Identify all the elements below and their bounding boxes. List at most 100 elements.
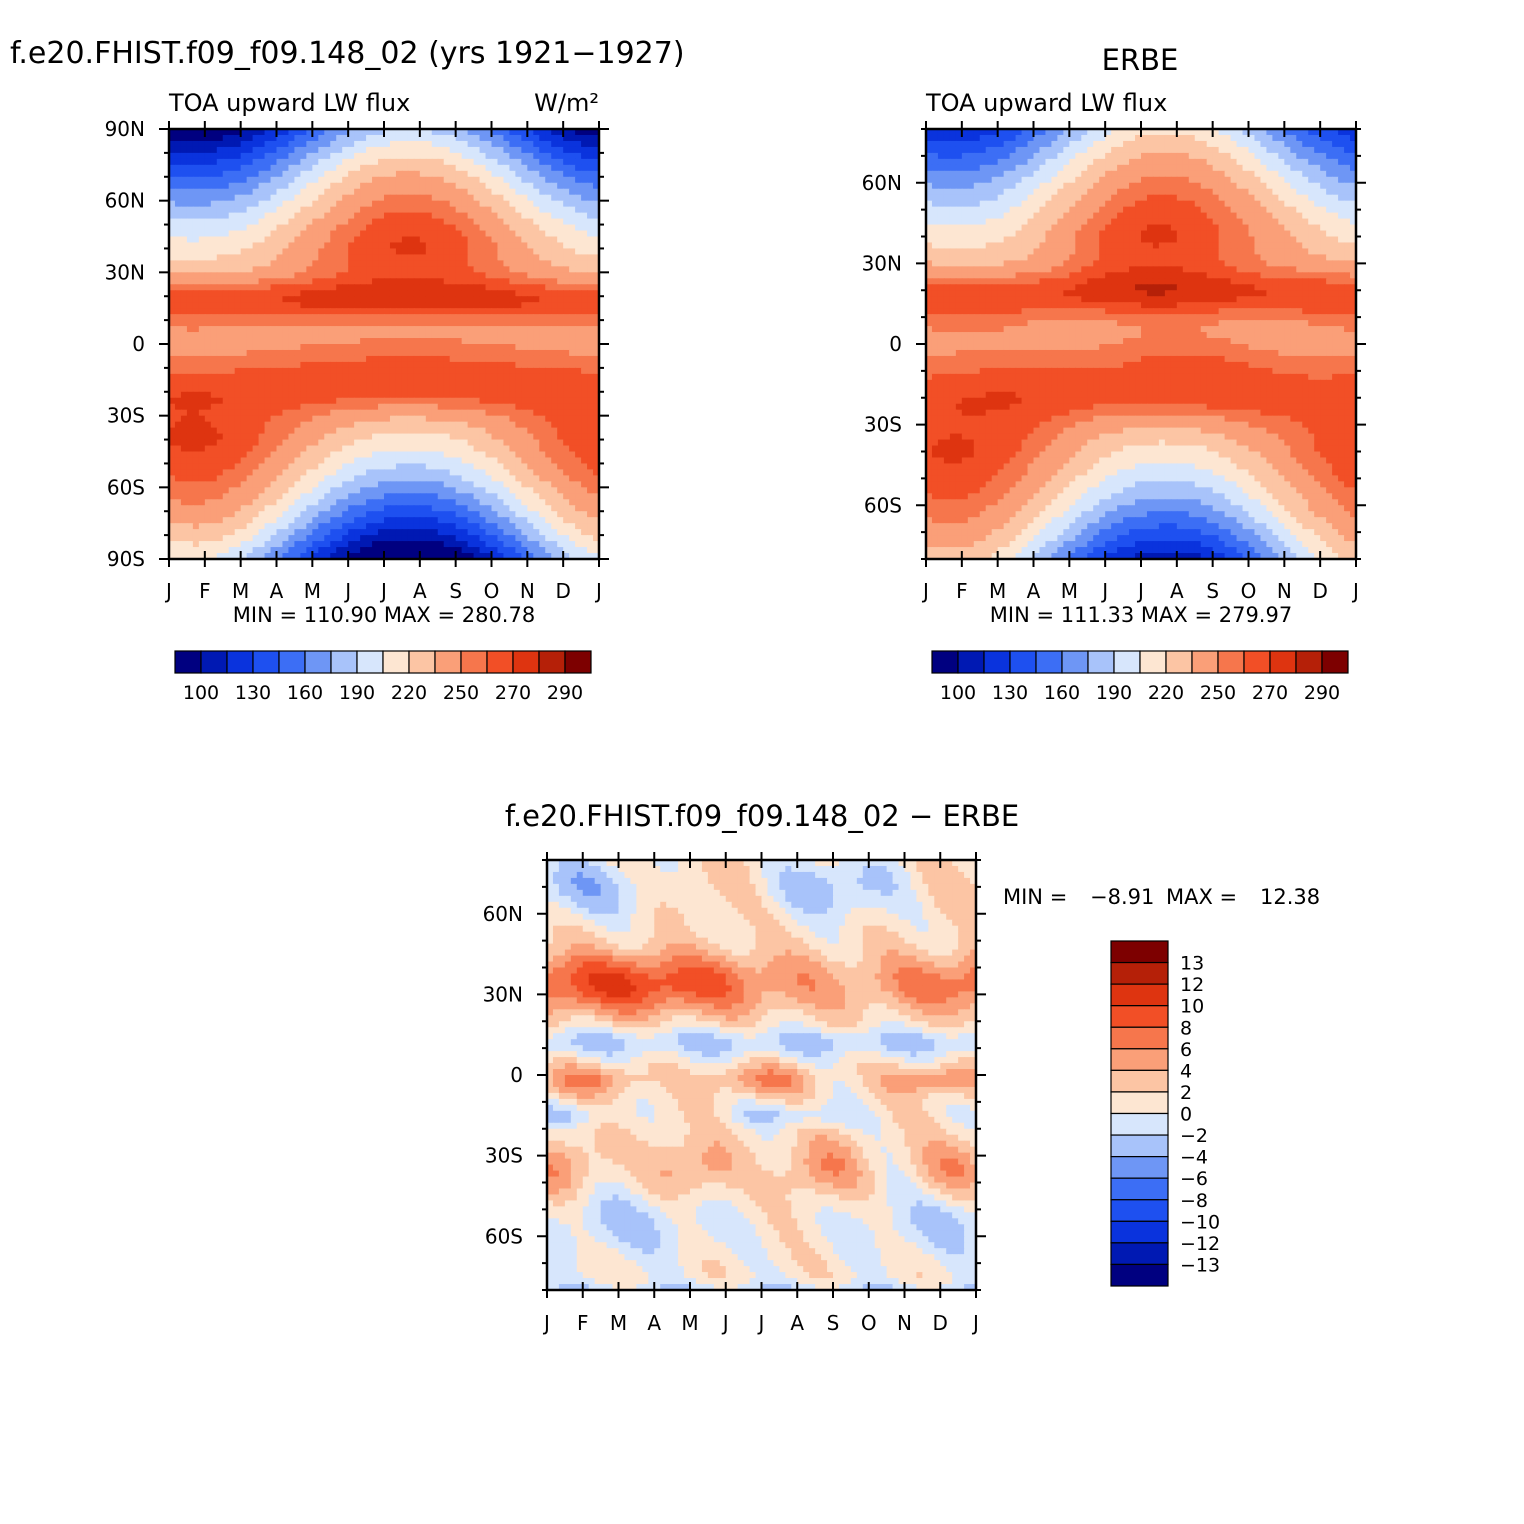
contour-cell bbox=[348, 242, 355, 250]
contour-cell bbox=[336, 433, 343, 441]
contour-cell bbox=[198, 290, 206, 297]
contour-cell bbox=[366, 481, 373, 488]
contour-cell bbox=[497, 439, 505, 447]
contour-cell bbox=[575, 469, 582, 476]
contour-cell bbox=[198, 457, 206, 465]
contour-cell bbox=[389, 296, 397, 303]
contour-cell bbox=[216, 284, 224, 291]
contour-cell bbox=[288, 367, 296, 375]
contour-cell bbox=[336, 158, 343, 166]
contour-cell bbox=[228, 385, 236, 393]
contour-cell bbox=[539, 129, 546, 136]
contour-cell bbox=[234, 326, 242, 333]
contour-cell bbox=[389, 439, 397, 447]
contour-cell bbox=[240, 284, 248, 291]
contour-cell bbox=[246, 469, 254, 476]
contour-cell bbox=[264, 152, 272, 160]
contour-cell bbox=[581, 302, 588, 309]
contour-cell bbox=[551, 355, 558, 363]
contour-cell bbox=[539, 200, 546, 208]
contour-cell bbox=[276, 469, 284, 476]
contour-cell bbox=[228, 367, 236, 375]
contour-cell bbox=[360, 397, 367, 405]
contour-cell bbox=[527, 200, 534, 208]
contour-cell bbox=[222, 218, 230, 226]
contour-cell bbox=[593, 493, 599, 500]
contour-cell bbox=[473, 487, 481, 494]
contour-cell bbox=[581, 451, 588, 459]
contour-cell bbox=[491, 248, 499, 256]
contour-cell bbox=[264, 134, 272, 142]
contour-cell bbox=[443, 218, 451, 226]
contour-cell bbox=[401, 284, 409, 291]
contour-cell bbox=[593, 134, 599, 142]
contour-cell bbox=[384, 176, 391, 184]
contour-cell bbox=[581, 517, 588, 524]
contour-cell bbox=[240, 427, 248, 435]
contour-cell bbox=[437, 415, 445, 423]
contour-cell bbox=[312, 487, 319, 494]
contour-cell bbox=[389, 367, 397, 375]
contour-cell bbox=[539, 349, 546, 357]
contour-cell bbox=[437, 308, 445, 315]
contour-cell bbox=[312, 511, 319, 518]
contour-cell bbox=[258, 134, 266, 142]
contour-cell bbox=[395, 469, 403, 476]
contour-cell bbox=[479, 385, 487, 393]
contour-cell bbox=[216, 421, 224, 429]
contour-cell bbox=[431, 451, 439, 459]
contour-cell bbox=[324, 158, 331, 166]
contour-cell bbox=[324, 266, 331, 273]
contour-cell bbox=[264, 355, 272, 363]
contour-cell bbox=[557, 433, 564, 441]
contour-cell bbox=[527, 433, 534, 441]
contour-cell bbox=[413, 433, 421, 441]
contour-cell bbox=[401, 146, 409, 154]
contour-cell bbox=[557, 194, 564, 202]
contour-cell bbox=[169, 421, 176, 429]
contour-cell bbox=[324, 505, 331, 512]
contour-cell bbox=[455, 451, 463, 459]
contour-cell bbox=[479, 415, 487, 423]
contour-cell bbox=[174, 409, 182, 417]
contour-cell bbox=[180, 170, 188, 178]
contour-cell bbox=[354, 260, 361, 267]
contour-cell bbox=[563, 403, 570, 411]
contour-cell bbox=[509, 158, 516, 166]
contour-cell bbox=[318, 206, 325, 214]
contour-cell bbox=[437, 320, 445, 327]
contour-cell bbox=[312, 266, 319, 273]
contour-cell bbox=[192, 493, 200, 500]
contour-cell bbox=[222, 344, 230, 351]
contour-cell bbox=[192, 397, 200, 405]
contour-cell bbox=[461, 152, 469, 160]
contour-cell bbox=[413, 218, 421, 226]
contour-cell bbox=[366, 373, 373, 381]
contour-cell bbox=[425, 278, 433, 285]
contour-cell bbox=[228, 129, 236, 136]
contour-cell bbox=[300, 146, 307, 154]
contour-cell bbox=[479, 326, 487, 333]
contour-cell bbox=[192, 134, 200, 142]
contour-cell bbox=[413, 421, 421, 429]
contour-cell bbox=[306, 541, 313, 548]
contour-cell bbox=[521, 397, 528, 405]
contour-cell bbox=[264, 272, 272, 279]
contour-cell bbox=[186, 481, 194, 488]
contour-cell bbox=[384, 469, 391, 476]
contour-cell bbox=[186, 314, 194, 321]
contour-cell bbox=[407, 349, 415, 357]
contour-cell bbox=[366, 493, 373, 500]
contour-cell bbox=[276, 254, 284, 261]
contour-cell bbox=[222, 415, 230, 423]
contour-cell bbox=[330, 284, 337, 291]
contour-cell bbox=[318, 487, 325, 494]
contour-cell bbox=[252, 170, 260, 178]
contour-cell bbox=[330, 481, 337, 488]
contour-cell bbox=[533, 224, 540, 232]
contour-cell bbox=[569, 415, 576, 423]
contour-cell bbox=[509, 463, 516, 471]
contour-cell bbox=[509, 308, 516, 315]
contour-cell bbox=[258, 361, 266, 369]
contour-cell bbox=[282, 457, 290, 465]
